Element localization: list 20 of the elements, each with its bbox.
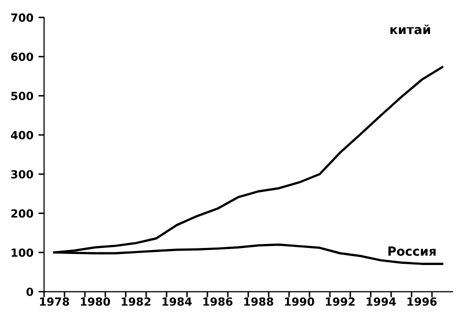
y-tick-label: 400 — [10, 130, 34, 140]
y-tick-label: 700 — [11, 13, 34, 22]
x-tick-label: 1992 — [326, 297, 355, 306]
x-tick-label: 1990 — [285, 297, 314, 306]
y-tick-label: 100 — [12, 248, 34, 257]
y-tick-label: 500 — [11, 92, 34, 100]
x-tick-label: 1988 — [244, 297, 274, 306]
x-tick-label: 1980 — [80, 297, 110, 306]
x-tick-label: 1994 — [366, 297, 396, 306]
x-tick-label: 1978 — [40, 297, 70, 306]
y-tick-label: 300 — [11, 170, 34, 179]
x-tick-label: 1986 — [203, 297, 232, 306]
x-tick-label: 1982 — [122, 297, 150, 306]
y-tick-label: 0 — [26, 288, 34, 296]
series-label: Россия — [388, 246, 436, 256]
y-tick-label: 600 — [11, 52, 34, 61]
text: китай — [390, 24, 430, 34]
x-tick-label: 1996 — [408, 297, 437, 306]
y-tick-label: 200 — [11, 209, 34, 218]
x-tick-label: 1984 — [162, 297, 192, 306]
